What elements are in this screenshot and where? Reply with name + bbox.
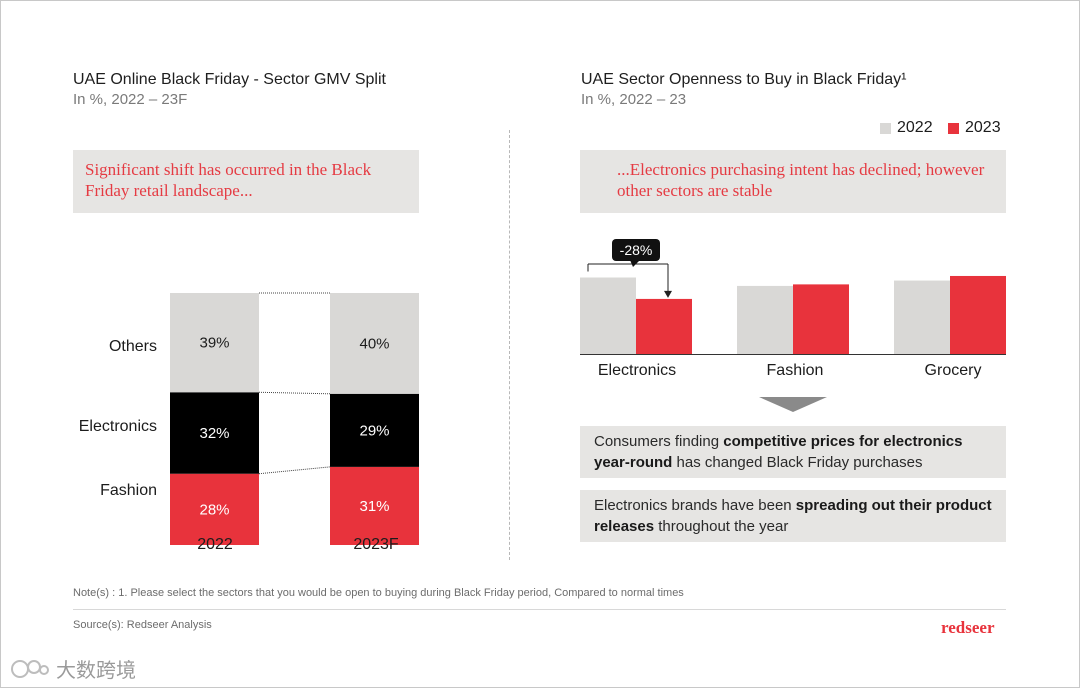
data-label-others-2023f: 40% (359, 335, 389, 352)
bar-fashion-2023f (330, 466, 419, 545)
insight-box-1: Consumers finding competitive prices for… (580, 426, 1006, 478)
change-annotation: -28% (587, 239, 672, 298)
insight-2-bold: spreading out their product releases (594, 497, 992, 535)
bar-electronics-2023 (636, 298, 692, 354)
bar-others-2023f (330, 293, 419, 394)
source-note: Source(s): Redseer Analysis (73, 619, 212, 631)
change-badge (612, 239, 660, 261)
right-callout: ...Electronics purchasing intent has dec… (580, 150, 1006, 213)
bar-grocery-2022 (894, 280, 950, 354)
panel-divider (509, 130, 510, 560)
data-label-fashion-2023f: 31% (359, 498, 389, 515)
insight-2-text-end: throughout the year (654, 518, 789, 535)
x-label-fashion: Fashion (766, 362, 824, 379)
legend-label-2023: 2023 (965, 119, 1001, 136)
bar-fashion-2022 (737, 285, 793, 354)
right-chart-subtitle: In %, 2022 – 23 (581, 91, 687, 108)
legend-swatch-2023 (948, 123, 959, 134)
insight-1-bold: competitive prices for electronics year-… (594, 433, 963, 471)
bar-grocery-2023 (950, 275, 1006, 354)
series-label-fashion: Fashion (100, 482, 157, 499)
bar-electronics-2022 (580, 277, 636, 354)
data-label-electronics-2022: 32% (199, 425, 229, 442)
footer-rule (73, 609, 1006, 610)
bar-fashion-2022 (170, 473, 259, 545)
x-label-2022: 2022 (197, 536, 233, 553)
right-chart-title: UAE Sector Openness to Buy in Black Frid… (581, 71, 907, 88)
data-label-fashion-2022: 28% (199, 501, 229, 518)
data-label-others-2022: 39% (199, 335, 229, 352)
left-chart-title: UAE Online Black Friday - Sector GMV Spl… (73, 71, 386, 88)
series-label-electronics: Electronics (78, 418, 157, 435)
insight-1-text-end: has changed Black Friday purchases (672, 454, 923, 471)
down-chevron-icon (759, 397, 827, 412)
watermark-text: 大数跨境 (56, 660, 136, 682)
bar-fashion-2023 (793, 284, 849, 354)
insight-1-text: Consumers finding (594, 433, 724, 450)
legend-swatch-2022 (880, 123, 891, 134)
redseer-logo: redseer (941, 618, 995, 637)
insight-2-text: Electronics brands have been (594, 497, 796, 514)
footnote: Note(s) : 1. Please select the sectors t… (73, 587, 684, 599)
x-label-2023f: 2023F (353, 536, 399, 553)
bar-electronics-2022 (170, 392, 259, 474)
change-badge-text: -28% (620, 242, 653, 258)
insight-box-2: Electronics brands have been spreading o… (580, 490, 1006, 542)
watermark: 大数跨境 (10, 654, 136, 683)
left-chart-subtitle: In %, 2022 – 23F (73, 91, 188, 108)
x-label-electronics: Electronics (597, 362, 677, 379)
series-label-others: Others (108, 338, 157, 355)
x-label-grocery: Grocery (924, 362, 982, 379)
bar-others-2022 (170, 293, 259, 393)
bar-electronics-2023f (330, 393, 419, 467)
data-label-electronics-2023f: 29% (359, 422, 389, 439)
left-callout: Significant shift has occurred in the Bl… (73, 150, 419, 213)
watermark-icon (11, 659, 49, 678)
legend-label-2022: 2022 (897, 119, 933, 136)
